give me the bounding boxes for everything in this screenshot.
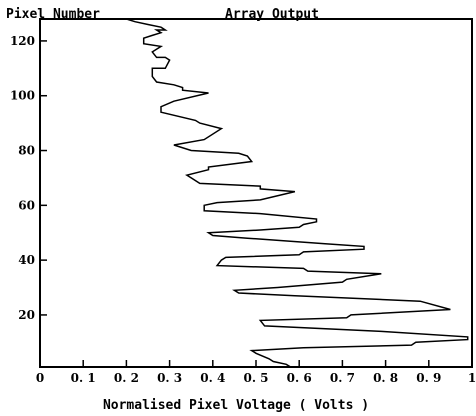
x-tick-label: 1: [468, 371, 476, 385]
tick-group: 0 0. 1 0. 2 0. 3 0. 4 0. 5 0. 6 0. 7 0. 8 0. 9 120…: [10, 34, 476, 385]
x-tick-label: 0. 5: [243, 371, 268, 385]
plot-frame: [39, 18, 473, 368]
y-tick-label: 20: [18, 308, 35, 322]
x-tick-label: 0. 4: [200, 371, 225, 385]
x-tick-label: 0: [36, 371, 44, 385]
y-tick-label: 60: [18, 198, 35, 212]
x-tick-label: 0. 2: [114, 371, 139, 385]
x-tick-label: 0. 1: [71, 371, 96, 385]
x-axis-label: Normalised Pixel Voltage ( Volts ): [103, 398, 369, 413]
y-tick-label: 100: [10, 89, 35, 103]
x-tick-label: 0. 8: [373, 371, 398, 385]
y-tick-label: 40: [18, 253, 35, 267]
x-tick-label: 0. 6: [287, 371, 312, 385]
x-tick-label: 0. 7: [330, 371, 355, 385]
y-tick-label: 80: [18, 144, 35, 158]
series-line: [126, 18, 469, 368]
y-tick-label: 120: [10, 34, 35, 48]
x-tick-label: 0. 9: [416, 371, 441, 385]
x-tick-label: 0. 3: [157, 371, 182, 385]
